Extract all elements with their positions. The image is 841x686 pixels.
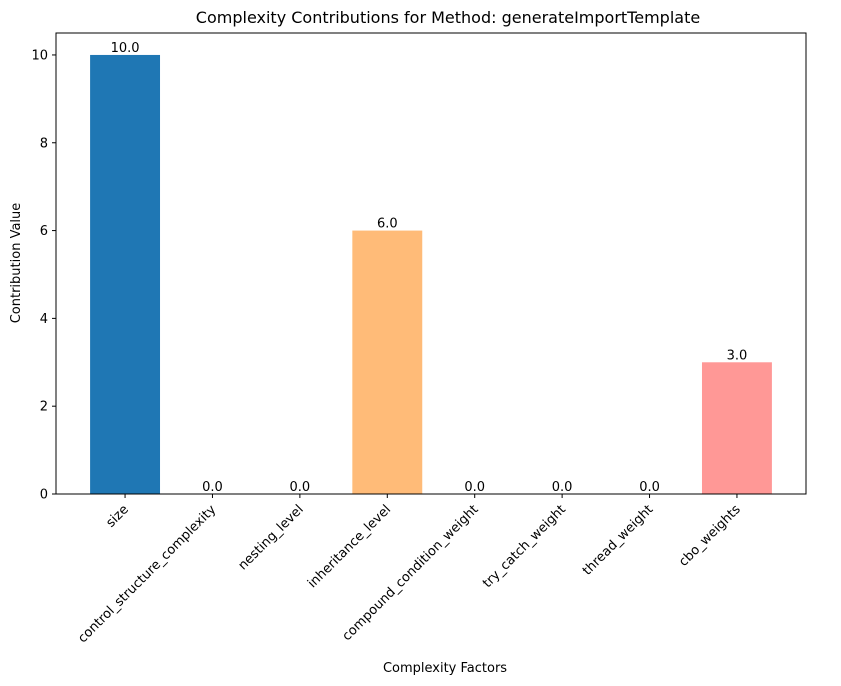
x-tick-label-control-structure-complexity: control_structure_complexity [75,502,219,646]
data-label-size: 10.0 [111,41,140,56]
data-label-try-catch-weight: 0.0 [552,480,573,495]
data-label-nesting-level: 0.0 [290,480,311,495]
y-tick-label-4: 4 [40,312,48,327]
y-tick-label-0: 0 [40,488,48,503]
data-label-cbo-weights: 3.0 [727,348,748,363]
x-tick-label-inheritance-level: inheritance_level [305,502,394,591]
x-axis-label: Complexity Factors [383,661,507,676]
y-tick-label-8: 8 [40,136,48,151]
y-axis-label: Contribution Value [9,203,24,324]
bar-inheritance-level [352,230,423,495]
data-label-compound-condition-weight: 0.0 [464,480,485,495]
plot-frame [55,32,807,495]
y-tick-label-2: 2 [40,400,48,415]
y-tick-label-6: 6 [40,224,48,239]
y-axis: 0 2 4 6 8 10 [31,48,56,503]
bar-size [90,54,161,494]
x-tick-label-try-catch-weight: try_catch_weight [480,502,569,591]
bar-cbo-weights [701,362,772,494]
x-tick-label-cbo-weights: cbo_weights [676,502,744,570]
data-label-inheritance-level: 6.0 [377,217,398,232]
data-label-control-structure-complexity: 0.0 [202,480,223,495]
x-tick-label-thread-weight: thread_weight [580,502,656,578]
value-labels: 10.0 0.0 0.0 6.0 0.0 0.0 0.0 3.0 [111,41,748,495]
chart-title: Complexity Contributions for Method: gen… [196,8,700,27]
data-label-thread-weight: 0.0 [639,480,660,495]
bars [90,54,772,495]
x-tick-label-nesting-level: nesting_level [236,502,307,573]
x-tick-label-size: size [103,502,131,530]
y-tick-label-10: 10 [31,48,48,63]
